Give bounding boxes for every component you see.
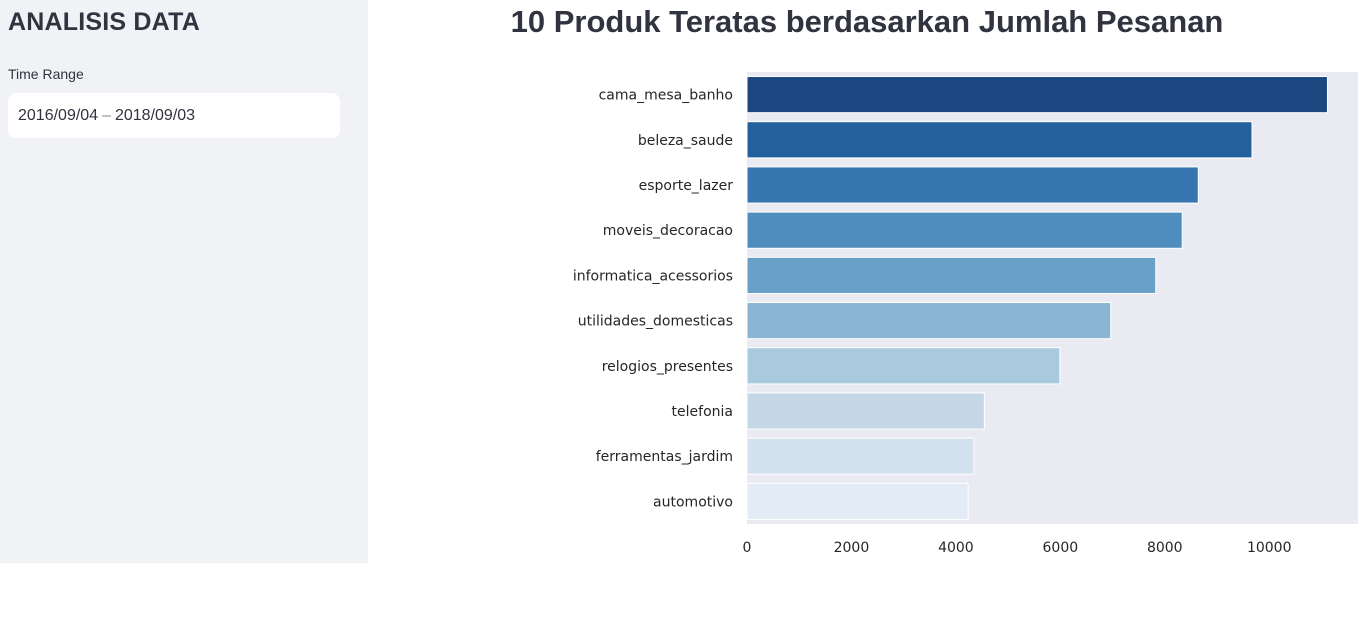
category-label: beleza_saude xyxy=(638,133,733,149)
x-tick-label: 6000 xyxy=(1043,540,1079,556)
x-tick-label: 0 xyxy=(743,540,752,556)
category-label: relogios_presentes xyxy=(602,359,733,375)
bar xyxy=(746,302,1112,340)
bar xyxy=(746,347,1061,385)
category-label: telefonia xyxy=(672,404,733,420)
date-end-value: 2018/09/03 xyxy=(114,106,196,124)
x-tick-label: 8000 xyxy=(1147,540,1183,556)
category-label: informatica_acessorios xyxy=(573,268,733,284)
bar xyxy=(746,211,1183,249)
bar xyxy=(746,482,969,520)
chart-svg: cama_mesa_banho beleza_saude esporte_lazer… xyxy=(573,72,1358,556)
bar xyxy=(746,166,1199,204)
bar xyxy=(746,392,985,430)
category-label: moveis_decoracao xyxy=(603,223,733,239)
x-tick-label: 2000 xyxy=(834,540,870,556)
time-range-label: Time Range xyxy=(8,66,84,82)
category-label: ferramentas_jardim xyxy=(596,449,733,465)
category-label: utilidades_domesticas xyxy=(578,314,733,330)
chart-title: 10 Produk Teratas berdasarkan Jumlah Pes… xyxy=(510,4,1224,39)
bar xyxy=(746,256,1157,294)
bar xyxy=(746,437,975,475)
bar xyxy=(746,121,1253,159)
sidebar-title: ANALISIS DATA xyxy=(8,8,200,36)
category-label: esporte_lazer xyxy=(639,178,734,194)
date-start-value: 2016/09/04 xyxy=(18,106,99,124)
category-label: automotivo xyxy=(653,494,733,510)
category-label: cama_mesa_banho xyxy=(599,88,733,104)
date-separator: – xyxy=(102,106,111,124)
x-tick-label: 4000 xyxy=(938,540,974,556)
x-tick-label: 10000 xyxy=(1247,540,1292,556)
bar-chart: cama_mesa_banho beleza_saude esporte_lazer… xyxy=(368,60,1366,560)
bar xyxy=(746,76,1328,114)
date-range-input[interactable]: 2016/09/04 – 2018/09/03 xyxy=(8,93,340,138)
sidebar: ANALISIS DATA Time Range 2016/09/04 – 20… xyxy=(0,0,368,563)
